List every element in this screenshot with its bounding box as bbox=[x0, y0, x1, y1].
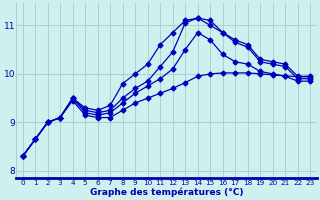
X-axis label: Graphe des températures (°C): Graphe des températures (°C) bbox=[90, 187, 243, 197]
